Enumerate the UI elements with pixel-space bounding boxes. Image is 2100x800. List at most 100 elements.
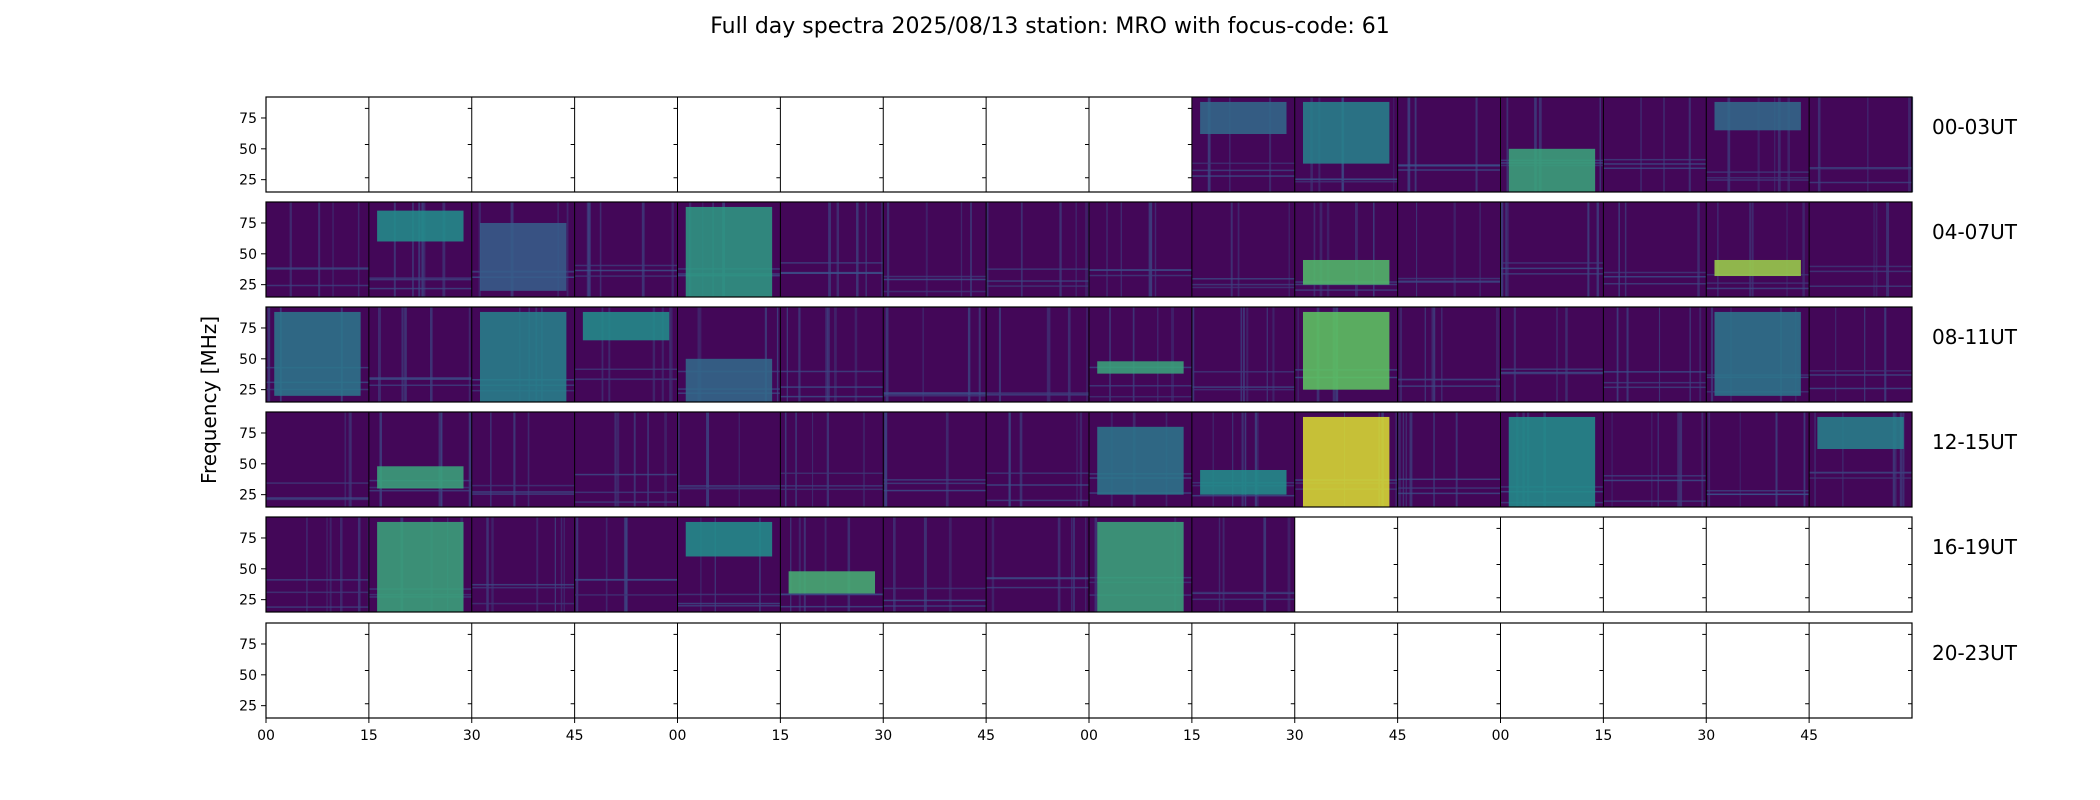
spectrogram-streak xyxy=(1157,307,1159,402)
spectrogram-streak xyxy=(614,412,617,507)
spectrogram-streak xyxy=(1409,412,1413,507)
spectrogram-streak xyxy=(885,307,889,402)
spectrogram-streak xyxy=(784,412,787,507)
spectrogram-streak xyxy=(566,202,569,297)
spectrogram-streak xyxy=(1057,517,1061,612)
spectrogram-streak xyxy=(486,517,489,612)
spectrogram-streak xyxy=(1288,202,1290,297)
spectrogram-streak xyxy=(1475,97,1478,192)
spectrogram-streak xyxy=(678,412,680,507)
spectrogram-streak xyxy=(318,202,321,297)
spectrogram-band xyxy=(1500,273,1604,275)
spectrogram-streak xyxy=(339,517,343,612)
spectrogram-streak xyxy=(1440,307,1443,402)
spectrogram-streak xyxy=(357,202,360,297)
empty-panel xyxy=(266,97,369,192)
spectrogram-band xyxy=(986,586,1089,589)
spectrogram-streak xyxy=(1414,97,1417,192)
spectrogram-streak xyxy=(1059,202,1062,297)
spectrogram-band xyxy=(1397,385,1501,387)
empty-panel xyxy=(677,623,781,718)
spectrogram-panel xyxy=(986,307,1089,402)
spectrogram-band xyxy=(266,579,369,581)
spectrogram-streak xyxy=(700,307,702,402)
spectrogram-panel xyxy=(780,412,884,507)
spectrogram-streak xyxy=(1431,307,1435,402)
x-tick-label: 45 xyxy=(977,728,995,744)
spectrogram-streak xyxy=(554,517,556,612)
spectrogram-band xyxy=(780,262,884,264)
spectrogram-band xyxy=(780,386,884,388)
spectrogram-streak xyxy=(1106,202,1108,297)
emission-feature xyxy=(1302,311,1390,390)
spectrogram-band xyxy=(1809,167,1912,169)
spectrogram-streak xyxy=(306,517,308,612)
spectrogram-streak xyxy=(1405,412,1408,507)
spectrogram-panel xyxy=(780,202,884,297)
y-tick-label: 50 xyxy=(239,247,257,263)
spectrogram-panel xyxy=(883,307,987,402)
empty-panel xyxy=(1706,517,1810,612)
spectrogram-band xyxy=(368,384,472,387)
row-time-label: 12-15UT xyxy=(1932,430,2018,454)
spectrogram-streak xyxy=(1354,202,1358,297)
spectrogram-band xyxy=(574,473,678,476)
empty-panel xyxy=(368,97,472,192)
spectrogram-band xyxy=(1603,271,1707,274)
row-frame xyxy=(265,516,1913,613)
emission-feature xyxy=(685,358,773,402)
spectrogram-streak xyxy=(1232,412,1234,507)
spectra-row: 25 50 75 04-07UT xyxy=(239,201,2018,298)
spectrogram-band xyxy=(574,269,678,272)
emission-feature xyxy=(1200,469,1287,495)
spectrogram-streak xyxy=(513,412,516,507)
row-time-label: 16-19UT xyxy=(1932,535,2018,559)
emission-feature xyxy=(788,571,876,594)
spectrogram-panel xyxy=(677,412,781,507)
spectrogram-band xyxy=(1191,591,1295,594)
spectrogram-band xyxy=(1603,158,1707,161)
emission-feature xyxy=(1508,148,1596,192)
spectrogram-streak xyxy=(267,307,271,402)
spectrogram-streak xyxy=(421,202,424,297)
emission-feature xyxy=(1302,101,1390,164)
spectrogram-streak xyxy=(1534,97,1537,192)
spectrogram-panel xyxy=(471,517,575,612)
chart-title: Full day spectra 2025/08/13 station: MRO… xyxy=(710,14,1390,39)
spectrogram-band xyxy=(1500,368,1604,370)
y-tick-label: 25 xyxy=(239,383,257,399)
spectrogram-streak xyxy=(1873,202,1875,297)
x-tick-label: 00 xyxy=(257,728,275,744)
spectrogram-streak xyxy=(1263,517,1267,612)
spectrogram-streak xyxy=(1884,307,1887,402)
spectrogram-band xyxy=(266,591,369,594)
spectrogram-streak xyxy=(563,517,565,612)
spectrogram-band xyxy=(471,493,575,495)
spectrogram-band xyxy=(1706,171,1810,173)
spectrogram-band xyxy=(677,487,781,489)
empty-panel xyxy=(1294,517,1398,612)
spectrogram-streak xyxy=(884,412,888,507)
spectrogram-band xyxy=(1397,281,1501,283)
spectrogram-panel xyxy=(266,412,369,507)
row-time-label: 04-07UT xyxy=(1932,220,2018,244)
spectrogram-band xyxy=(883,290,987,293)
spectrogram-streak xyxy=(923,517,927,612)
spectrogram-band xyxy=(780,272,884,275)
spectrogram-streak xyxy=(826,307,830,402)
spectrogram-streak xyxy=(576,517,579,612)
spectrogram-streak xyxy=(1701,412,1704,507)
spectrogram-band xyxy=(986,499,1089,502)
empty-panel xyxy=(471,623,575,718)
x-tick-label: 30 xyxy=(1697,728,1715,744)
spectrogram-band xyxy=(1191,388,1295,391)
spectrogram-streak xyxy=(616,412,620,507)
spectrogram-band xyxy=(1603,479,1707,482)
spectrogram-streak xyxy=(1663,97,1665,192)
spectrogram-streak xyxy=(1218,517,1221,612)
row-time-label: 00-03UT xyxy=(1932,115,2018,139)
spectrogram-streak xyxy=(1657,412,1659,507)
y-tick-label: 75 xyxy=(239,111,257,127)
spectrogram-streak xyxy=(967,307,971,402)
